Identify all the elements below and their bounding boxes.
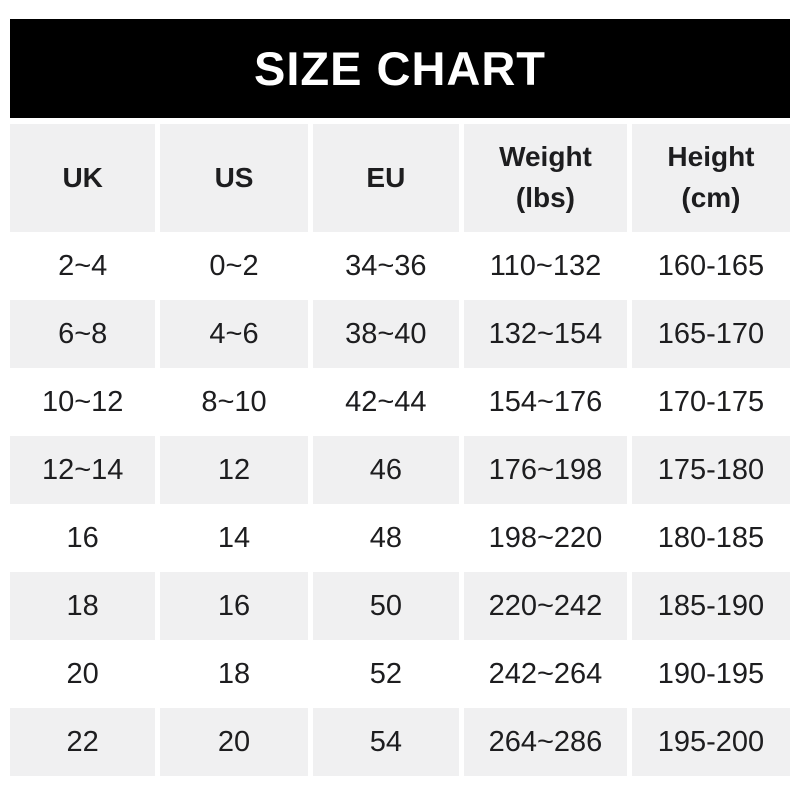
table-cell: 160-165	[631, 232, 790, 300]
table-cell: 2~4	[10, 232, 156, 300]
table-cell: 154~176	[464, 368, 627, 436]
table-cell: 180-185	[631, 504, 790, 572]
table-cell: 38~40	[312, 300, 460, 368]
table-cell: 20	[10, 640, 156, 708]
column-header-height: Height (cm)	[631, 124, 790, 232]
table-cell: 14	[160, 504, 308, 572]
table-cell: 18	[10, 572, 156, 640]
table-cell: 34~36	[312, 232, 460, 300]
table-cell: 6~8	[10, 300, 156, 368]
column-header-eu: EU	[312, 124, 460, 232]
table-cell: 52	[312, 640, 460, 708]
table-cell: 20	[160, 708, 308, 776]
table-cell: 50	[312, 572, 460, 640]
table-cell: 175-180	[631, 436, 790, 504]
table-cell: 185-190	[631, 572, 790, 640]
column-header-weight: Weight (lbs)	[464, 124, 627, 232]
table-cell: 190-195	[631, 640, 790, 708]
table-cell: 12	[160, 436, 308, 504]
table-cell: 176~198	[464, 436, 627, 504]
size-chart-banner: SIZE CHART	[10, 19, 790, 118]
table-cell: 195-200	[631, 708, 790, 776]
chart-title: SIZE CHART	[254, 42, 546, 95]
table-cell: 10~12	[10, 368, 156, 436]
table-cell: 54	[312, 708, 460, 776]
column-header-uk: UK	[10, 124, 156, 232]
table-cell: 220~242	[464, 572, 627, 640]
table-cell: 132~154	[464, 300, 627, 368]
table-cell: 22	[10, 708, 156, 776]
table-cell: 264~286	[464, 708, 627, 776]
table-cell: 165-170	[631, 300, 790, 368]
table-cell: 48	[312, 504, 460, 572]
column-header-us: US	[160, 124, 308, 232]
table-cell: 46	[312, 436, 460, 504]
table-cell: 16	[160, 572, 308, 640]
table-cell: 42~44	[312, 368, 460, 436]
table-cell: 198~220	[464, 504, 627, 572]
table-cell: 18	[160, 640, 308, 708]
table-cell: 12~14	[10, 436, 156, 504]
table-cell: 8~10	[160, 368, 308, 436]
table-cell: 242~264	[464, 640, 627, 708]
table-cell: 16	[10, 504, 156, 572]
table-cell: 4~6	[160, 300, 308, 368]
table-cell: 170-175	[631, 368, 790, 436]
table-cell: 0~2	[160, 232, 308, 300]
size-chart-table: UK US EU Weight (lbs) Height (cm) 2~4 0~…	[10, 124, 790, 776]
table-cell: 110~132	[464, 232, 627, 300]
